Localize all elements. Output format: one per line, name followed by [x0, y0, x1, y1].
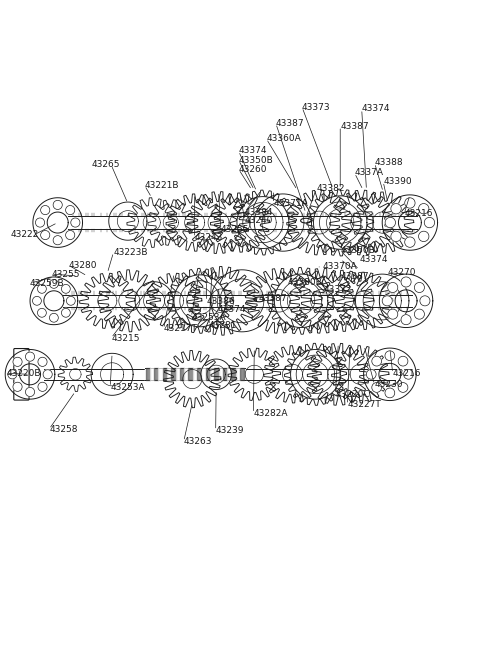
Circle shape — [66, 296, 75, 306]
Circle shape — [401, 315, 411, 325]
Circle shape — [401, 277, 411, 287]
Text: 43220B: 43220B — [6, 369, 41, 378]
Circle shape — [388, 283, 398, 292]
Text: 43255: 43255 — [221, 225, 250, 234]
Circle shape — [13, 357, 22, 367]
Circle shape — [25, 388, 35, 397]
Text: 43360A: 43360A — [266, 134, 301, 143]
Text: 43221B: 43221B — [144, 181, 179, 190]
Text: 43387: 43387 — [276, 119, 304, 128]
Text: 43282A: 43282A — [253, 409, 288, 418]
Text: 43350B: 43350B — [340, 246, 375, 255]
Circle shape — [398, 356, 408, 366]
Circle shape — [49, 313, 58, 322]
Circle shape — [391, 231, 401, 242]
Circle shape — [53, 200, 62, 210]
Text: 43260: 43260 — [239, 165, 267, 173]
Text: 43386: 43386 — [206, 297, 235, 306]
Circle shape — [424, 217, 435, 228]
Text: 43281: 43281 — [209, 321, 238, 330]
Text: 43374: 43374 — [360, 255, 388, 264]
Circle shape — [385, 351, 395, 361]
Circle shape — [49, 279, 58, 288]
Text: 43374: 43374 — [239, 147, 267, 156]
Circle shape — [372, 382, 382, 392]
Circle shape — [71, 218, 80, 227]
Text: 43390: 43390 — [383, 177, 412, 186]
Text: 43374: 43374 — [217, 305, 246, 314]
Text: 43230: 43230 — [374, 380, 403, 390]
Circle shape — [398, 382, 408, 392]
Circle shape — [43, 370, 52, 379]
Text: 43259B: 43259B — [30, 279, 65, 288]
Text: 43371A: 43371A — [274, 199, 308, 208]
Circle shape — [388, 309, 398, 319]
Text: 43217T: 43217T — [164, 325, 197, 334]
Circle shape — [366, 369, 376, 379]
Text: 43387: 43387 — [340, 271, 369, 281]
Circle shape — [25, 352, 35, 361]
Circle shape — [41, 231, 50, 240]
Circle shape — [414, 309, 424, 319]
Text: 43265: 43265 — [92, 160, 120, 170]
Circle shape — [61, 308, 70, 317]
Circle shape — [38, 357, 47, 367]
Text: 43372: 43372 — [324, 285, 352, 294]
Text: 43370A: 43370A — [322, 262, 357, 271]
Circle shape — [66, 231, 75, 240]
Text: 43216: 43216 — [404, 210, 432, 219]
Text: 4337A: 4337A — [355, 168, 384, 177]
Circle shape — [391, 204, 401, 214]
Text: 43223B: 43223B — [114, 248, 148, 257]
Circle shape — [419, 231, 429, 242]
Circle shape — [419, 204, 429, 214]
Text: 43253A: 43253A — [110, 382, 145, 392]
Circle shape — [38, 382, 47, 392]
Text: 43227T: 43227T — [348, 400, 381, 409]
Text: 43280: 43280 — [68, 261, 96, 269]
Circle shape — [405, 198, 415, 208]
Text: 43387: 43387 — [340, 122, 369, 131]
Circle shape — [61, 284, 70, 293]
Circle shape — [372, 356, 382, 366]
Text: 43374: 43374 — [362, 104, 390, 114]
Circle shape — [37, 308, 47, 317]
Circle shape — [385, 217, 396, 228]
Text: 43263: 43263 — [184, 437, 212, 446]
Circle shape — [420, 296, 430, 306]
Text: 43255: 43255 — [51, 269, 80, 279]
Text: 43350B: 43350B — [239, 156, 273, 164]
Text: 43388: 43388 — [374, 158, 403, 168]
Circle shape — [13, 382, 22, 392]
Circle shape — [41, 206, 50, 215]
Text: 43270: 43270 — [388, 268, 417, 277]
Text: 43243: 43243 — [195, 233, 223, 242]
Circle shape — [53, 236, 62, 245]
Text: 43222: 43222 — [11, 230, 39, 239]
Text: 43220C: 43220C — [336, 390, 370, 399]
Circle shape — [8, 370, 17, 379]
Text: 43373: 43373 — [302, 102, 331, 112]
Text: 43384: 43384 — [245, 208, 273, 217]
Circle shape — [405, 237, 415, 247]
Text: 43215: 43215 — [111, 334, 140, 342]
Text: 43382: 43382 — [316, 184, 345, 193]
Text: 43258: 43258 — [49, 424, 78, 434]
Circle shape — [414, 283, 424, 292]
Text: 43253A: 43253A — [192, 313, 226, 321]
Text: 43380B: 43380B — [288, 278, 323, 286]
Text: 43216: 43216 — [393, 369, 421, 378]
Circle shape — [385, 388, 395, 397]
Circle shape — [36, 218, 45, 227]
Text: 43240: 43240 — [245, 216, 273, 225]
Circle shape — [404, 369, 413, 379]
Circle shape — [382, 296, 392, 306]
Circle shape — [37, 284, 47, 293]
Circle shape — [66, 206, 75, 215]
Text: 43387: 43387 — [258, 294, 287, 303]
Text: 43239: 43239 — [216, 426, 244, 435]
Circle shape — [33, 296, 41, 306]
